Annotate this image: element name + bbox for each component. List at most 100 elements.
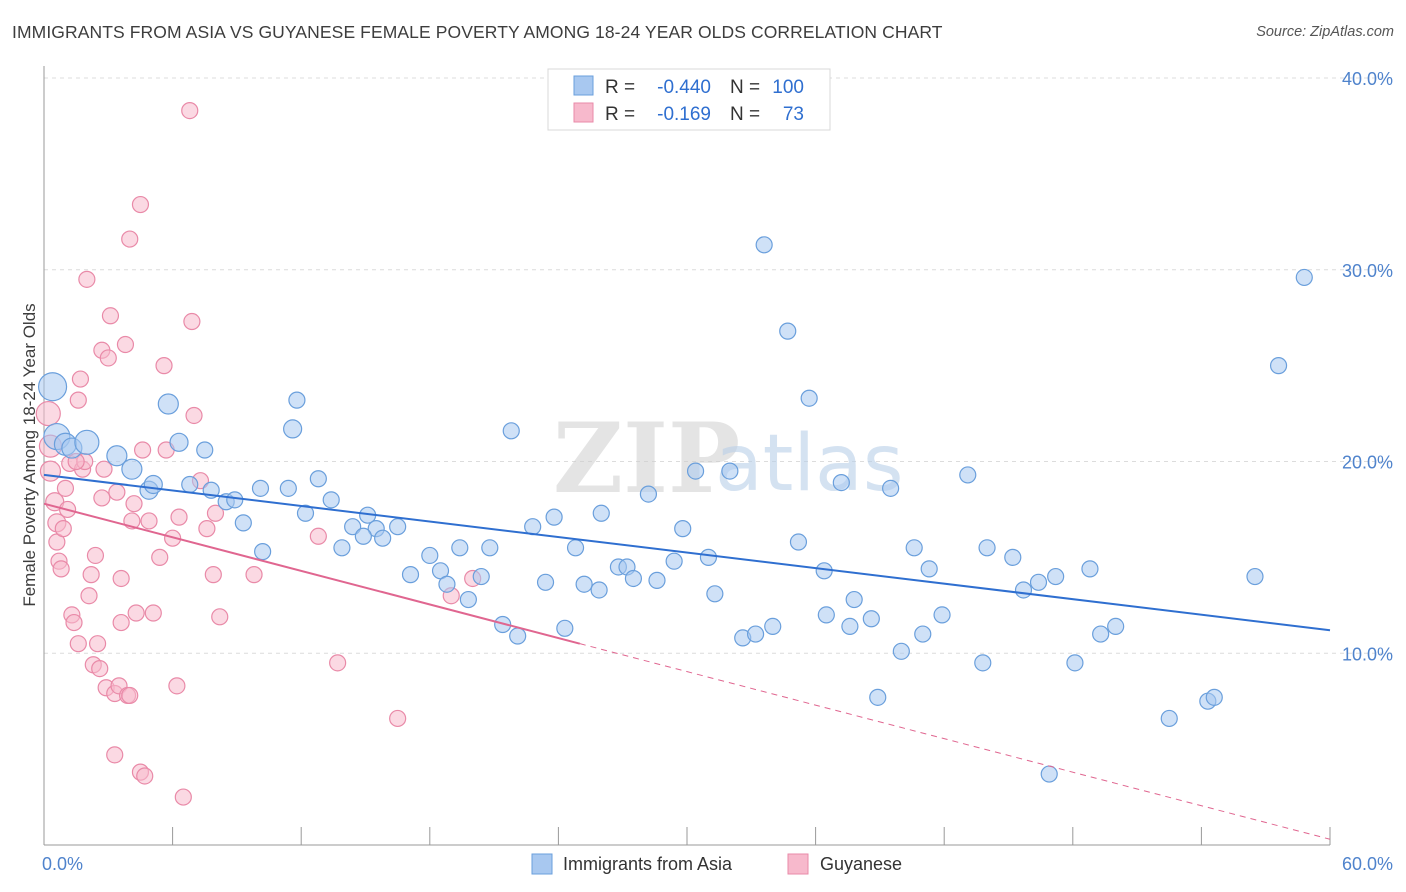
data-point [933,606,951,624]
bottom-legend-swatch-asia [531,853,553,875]
data-point [914,625,932,643]
data-point [779,322,797,340]
data-point [800,389,818,407]
trend-line-asia [43,473,1331,632]
data-point [39,460,62,482]
data-point [322,491,340,509]
y-tick-label: 30.0% [1342,261,1393,281]
data-point [136,767,154,785]
y-tick-label: 10.0% [1342,644,1393,664]
data-point [374,529,392,547]
watermark-atlas: atlas [715,419,904,509]
bottom-legend-label-asia: Immigrants from Asia [563,854,733,874]
bottom-legend-label-guyanese: Guyanese [820,854,902,874]
data-point [1047,567,1065,586]
data-point [296,504,315,522]
y-tick-label: 40.0% [1342,69,1393,89]
data-point [245,566,263,584]
data-point [1014,581,1033,599]
data-point [566,539,585,557]
trend-line-guyanese-extension [579,643,1331,840]
data-point [106,445,128,467]
data-point [181,475,199,494]
data-point [978,539,996,557]
grid-lines [44,77,1392,654]
data-point [329,654,347,672]
data-point [309,470,327,488]
data-point [226,491,244,509]
data-point [131,195,150,214]
data-point [639,485,658,503]
data-point [845,590,863,609]
data-point [755,236,773,254]
data-point [185,406,203,425]
data-point [648,571,666,589]
data-point [106,746,124,764]
data-point [401,566,420,584]
data-point [279,479,297,497]
data-point [169,432,189,452]
data-point [575,575,593,593]
data-point [133,441,152,459]
data-point [764,617,782,636]
data-point [905,539,923,557]
data-point [1004,548,1022,566]
data-point [590,581,608,599]
data-point [95,460,113,478]
data-point [1295,268,1313,287]
data-point [459,590,477,609]
chart-source: Source: ZipAtlas.com [1256,24,1394,40]
data-point [665,552,683,570]
data-point [112,613,130,632]
data-point [556,619,574,637]
data-point [1269,357,1288,375]
data-point [309,527,327,545]
data-point [71,370,90,388]
data-point [344,518,362,536]
data-point [54,520,72,538]
data-point [288,391,306,409]
guyanese-points [35,101,482,806]
data-point [206,504,225,522]
data-point [74,429,100,455]
data-point [706,585,724,603]
data-point [69,635,87,653]
x-tick-label-min: 0.0% [42,854,83,874]
data-point [841,617,859,636]
trend-line-guyanese [43,502,581,645]
data-point [1029,573,1048,591]
data-point [333,539,351,557]
legend-swatch-asia [573,75,594,96]
y-tick-labels: 10.0% 20.0% 30.0% 40.0% [1342,69,1393,664]
data-point [121,458,143,480]
data-point [52,560,70,578]
data-point [389,518,407,536]
data-point [121,230,139,248]
data-point [536,573,555,591]
data-point [892,642,910,660]
x-tick-labels: 0.0% 60.0% [42,854,1393,874]
data-point [69,391,87,409]
data-point [65,613,83,632]
data-point [882,479,900,497]
data-point [721,462,739,480]
data-point [108,483,126,501]
data-point [1160,709,1178,728]
data-point [624,569,643,588]
data-point [157,393,179,415]
data-point [35,400,61,427]
data-point [183,312,201,331]
y-tick-label: 20.0% [1342,453,1393,473]
data-point [746,625,765,643]
data-point [93,489,111,507]
chart-title: IMMIGRANTS FROM ASIA VS GUYANESE FEMALE … [12,22,943,42]
data-point [82,566,100,584]
data-point [699,548,718,566]
data-point [1040,765,1058,783]
data-point [56,479,75,497]
data-point [1246,567,1264,586]
data-point [1092,625,1110,643]
data-point [127,604,145,622]
bottom-legend-swatch-guyanese [787,853,809,875]
